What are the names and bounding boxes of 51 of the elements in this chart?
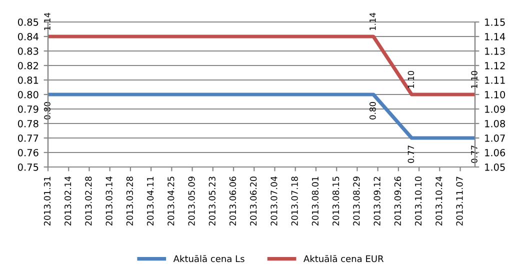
legend-label: Aktuālā cena Ls (173, 255, 244, 262)
data-label: 0.77 (408, 146, 414, 163)
x-tick-label: 2013.04.25 (168, 176, 174, 226)
y-tick-label: 0.83 (18, 47, 38, 55)
y-tick-label: 0.82 (18, 62, 38, 70)
y-tick-label: 0.77 (18, 134, 38, 142)
x-tick-label: 2013.07.04 (270, 176, 278, 226)
data-label: 1.10 (408, 70, 414, 88)
x-tick-label: 2013.03.14 (106, 176, 112, 226)
y2-tick-label: 1.07 (485, 134, 505, 142)
x-tick-label: 2013.10.10 (414, 176, 422, 226)
y-tick-label: 0.76 (18, 148, 38, 156)
x-tick-label: 2013.08.15 (332, 176, 340, 226)
y-tick-label: 0.80 (18, 90, 38, 98)
y2-tick-label: 1.08 (485, 120, 506, 128)
x-tick-label: 2013.10.24 (436, 176, 442, 226)
y2-tick-label: 1.14 (485, 33, 506, 40)
x-tick-label: 2013.06.06 (229, 176, 236, 226)
x-tick-label: 2013.04.11 (146, 176, 154, 226)
x-tick-label: 2013.09.12 (374, 176, 380, 226)
x-tick-label: 2013.07.18 (291, 176, 298, 226)
legend-label: Aktuālā cena EUR (304, 255, 384, 262)
x-tick-label: 2013.03.28 (126, 176, 133, 226)
x-tick-label: 2013.09.26 (394, 176, 401, 226)
x-tick-label: 2013.05.09 (188, 176, 195, 226)
y2-tick-label: 1.06 (485, 148, 506, 156)
y2-tick-label: 1.15 (485, 18, 505, 26)
x-tick-label: 2013.06.20 (250, 176, 257, 226)
y-tick-label: 0.81 (18, 76, 38, 84)
y-tick-label: 0.75 (18, 163, 38, 171)
y2-tick-label: 1.10 (485, 90, 506, 98)
data-label: 1.14 (370, 12, 376, 30)
y2-tick-label: 1.11 (485, 76, 505, 84)
x-tick-label: 2013.02.14 (64, 176, 72, 226)
x-tick-label: 2013.08.01 (312, 176, 319, 226)
y-tick-label: 0.85 (18, 18, 38, 26)
x-tick-label: 2013.11.07 (456, 176, 463, 226)
x-tick-label: 2013.01.31 (44, 176, 51, 226)
y2-tick-label: 1.09 (485, 105, 505, 113)
data-label: 1.14 (44, 12, 50, 30)
y2-tick-label: 1.12 (485, 62, 505, 70)
x-tick-label: 2013.05.23 (208, 176, 216, 226)
x-tick-label: 2013.08.29 (353, 176, 360, 226)
x-tick-label: 2013.02.28 (85, 176, 92, 226)
y-tick-label: 0.78 (18, 120, 38, 128)
y-tick-label: 0.79 (18, 105, 38, 113)
y-tick-label: 0.84 (18, 32, 38, 40)
data-label: 0.80 (370, 102, 376, 120)
y2-tick-label: 1.13 (485, 47, 505, 55)
y2-tick-label: 1.05 (485, 163, 505, 171)
data-label: 1.10 (471, 70, 478, 88)
